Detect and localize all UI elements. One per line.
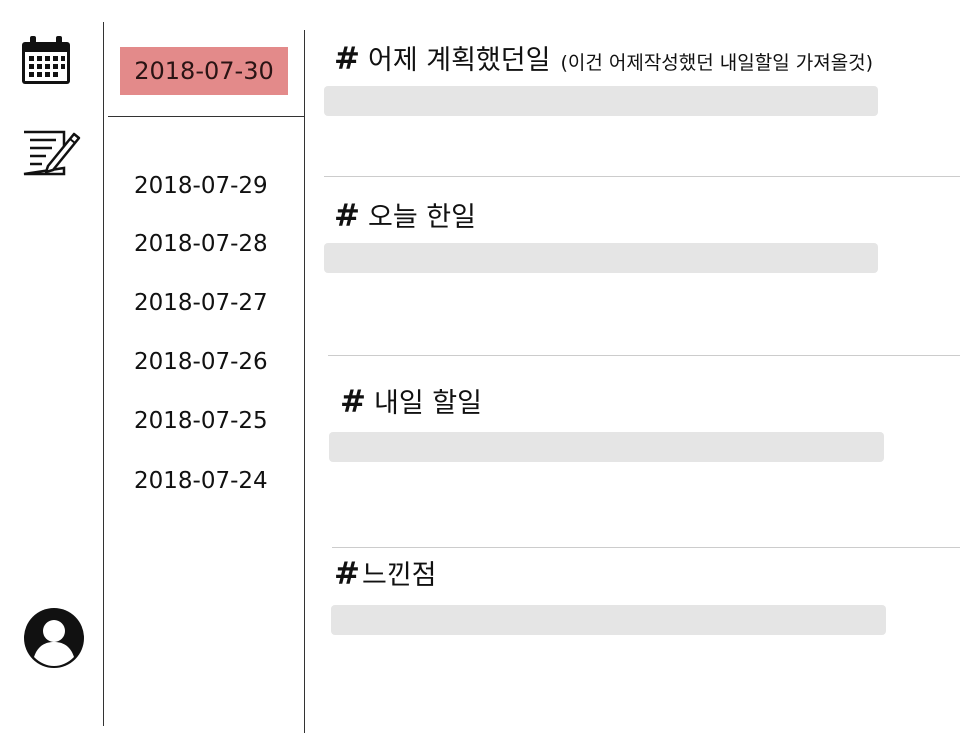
hash-marker: #	[334, 198, 360, 234]
section-title: 오늘 한일	[367, 202, 476, 233]
today-done-heading: # 오늘 한일	[334, 199, 476, 238]
section-divider	[332, 547, 960, 548]
section-title: 느낀점	[361, 560, 437, 591]
section-divider	[324, 176, 960, 177]
date-item[interactable]: 2018-07-29	[134, 173, 268, 199]
hash-marker: #	[334, 556, 360, 592]
user-avatar-icon[interactable]	[23, 607, 85, 669]
selected-date[interactable]: 2018-07-30	[120, 47, 288, 95]
date-item[interactable]: 2018-07-26	[134, 349, 268, 375]
date-item[interactable]: 2018-07-25	[134, 408, 268, 434]
date-item[interactable]: 2018-07-28	[134, 231, 268, 257]
date-column-divider	[304, 30, 305, 733]
section-note: (이건 어제작성했던 내일할일 가져올것)	[560, 52, 874, 74]
date-item[interactable]: 2018-07-24	[134, 468, 268, 494]
today-done-input[interactable]	[324, 243, 878, 273]
section-title: 내일 할일	[373, 388, 482, 419]
calendar-icon[interactable]	[20, 34, 72, 86]
edit-note-icon[interactable]	[22, 128, 82, 176]
hash-marker: #	[334, 41, 360, 77]
date-header-divider	[108, 116, 304, 117]
tomorrow-todo-input[interactable]	[329, 432, 884, 462]
yesterday-plan-heading: # 어제 계획했던일 (이건 어제작성했던 내일할일 가져올것)	[334, 42, 873, 81]
date-item[interactable]: 2018-07-27	[134, 290, 268, 316]
yesterday-plan-input[interactable]	[324, 86, 878, 116]
sidebar-divider	[103, 22, 104, 726]
section-divider	[328, 355, 960, 356]
reflection-heading: #느낀점	[334, 557, 437, 596]
tomorrow-todo-heading: # 내일 할일	[340, 385, 482, 424]
reflection-input[interactable]	[331, 605, 886, 635]
hash-marker: #	[340, 384, 366, 420]
section-title: 어제 계획했던일	[367, 45, 551, 76]
